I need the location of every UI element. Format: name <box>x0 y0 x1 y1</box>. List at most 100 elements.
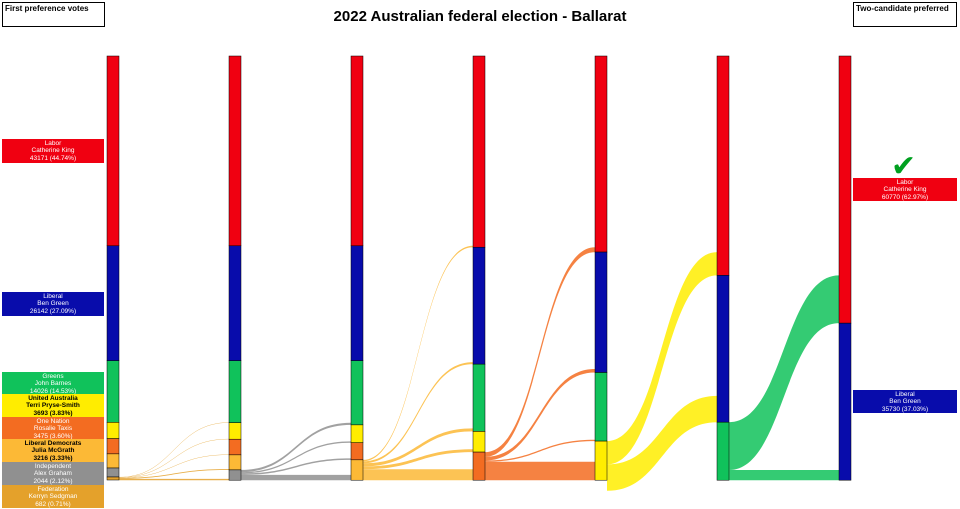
candidate-name: Alex Graham <box>34 470 72 478</box>
vote-count: 3475 (3.60%) <box>33 432 73 439</box>
check-icon: ✔ <box>891 149 917 184</box>
vote-count: 60770 (62.97%) <box>881 193 929 201</box>
stage-bar-segment <box>594 55 608 253</box>
stage-bar-segment <box>350 245 364 361</box>
candidate-name: Ben Green <box>889 398 921 406</box>
stage-bar-segment <box>838 55 852 324</box>
party-name: Greens <box>42 373 64 380</box>
flow-band <box>241 458 351 475</box>
flow-band <box>729 469 839 481</box>
party-name: One Nation <box>36 418 70 425</box>
first-preference-label: Liberal Democrats Julia McGrath 3216 (3.33… <box>2 439 104 462</box>
stage-bar-segment <box>350 360 364 426</box>
party-name: Liberal Democrats <box>24 440 82 447</box>
flow-band <box>607 252 717 465</box>
party-name: Labor <box>44 140 62 147</box>
stage-bar-segment <box>594 440 608 481</box>
candidate-name: Rosalie Taxis <box>33 425 73 433</box>
stage-bar-segment <box>228 438 242 456</box>
flow-band <box>485 247 595 457</box>
party-name: Federation <box>37 486 69 493</box>
first-preference-label: Liberal Ben Green 26142 (27.09%) <box>2 292 104 316</box>
stage-bar-segment <box>106 360 120 423</box>
stage-bar-segment <box>106 438 120 455</box>
vote-count: 2044 (2.12%) <box>33 477 73 485</box>
flow-band <box>363 428 473 467</box>
stage-bar-segment <box>472 246 486 365</box>
candidate-name: Catherine King <box>883 186 927 194</box>
stage-bar-segment <box>106 476 120 481</box>
flow-band <box>363 245 473 462</box>
stage-bar-segment <box>228 469 242 481</box>
vote-count: 3693 (3.83%) <box>33 409 73 417</box>
first-preference-label: Labor Catherine King 43171 (44.74%) <box>2 139 104 163</box>
stage-bar-segment <box>350 442 364 461</box>
vote-count: 26142 (27.09%) <box>29 307 77 315</box>
flow-band <box>363 449 473 470</box>
stage-bar-segment <box>106 467 120 478</box>
chart-title: 2022 Australian federal election - Balla… <box>333 8 627 25</box>
stage-bar-segment <box>716 421 730 481</box>
vote-count: 35730 (37.03%) <box>881 405 929 413</box>
stage-bar-segment <box>106 55 120 247</box>
first-preference-label: One Nation Rosalie Taxis 3475 (3.60%) <box>2 417 104 439</box>
vote-count: 14026 (14.53%) <box>29 387 77 394</box>
stage-bar-segment <box>350 55 364 247</box>
flow-band <box>241 474 351 481</box>
vote-count: 43171 (44.74%) <box>29 154 77 162</box>
flow-band <box>119 478 229 481</box>
flow-band <box>119 469 229 479</box>
candidate-name: Julia McGrath <box>31 447 75 455</box>
first-preference-label: Greens John Barnes 14026 (14.53%) <box>2 372 104 394</box>
stage-bar-segment <box>716 275 730 423</box>
candidate-name: Terri Pryse-Smith <box>26 402 80 410</box>
first-preference-label: Independent Alex Graham 2044 (2.12%) <box>2 462 104 485</box>
candidate-name: Catherine King <box>31 147 75 155</box>
flow-band <box>607 395 717 491</box>
flow-band <box>241 441 351 474</box>
candidate-name: Kerryn Sedgman <box>28 493 78 501</box>
flow-band <box>119 438 229 478</box>
flow-band <box>119 422 229 478</box>
two-candidate-label: Labor Catherine King 60770 (62.97%) <box>853 178 957 201</box>
party-name: Liberal <box>43 293 63 300</box>
party-name: United Australia <box>28 395 78 402</box>
flow-band <box>485 369 595 461</box>
first-preference-header: First preference votes <box>2 2 105 27</box>
party-name: Labor <box>896 179 914 186</box>
two-candidate-preferred-header: Two-candidate preferred <box>853 2 957 27</box>
vote-count: 3216 (3.33%) <box>33 454 73 462</box>
stage-bar-segment <box>106 245 120 361</box>
flow-band <box>363 469 473 481</box>
stage-bar-segment <box>106 453 120 469</box>
flow-band <box>485 461 595 481</box>
flow-band <box>241 422 351 473</box>
stage-bar-segment <box>472 431 486 453</box>
stage-bar-segment <box>106 422 120 439</box>
stage-bar-segment <box>472 451 486 481</box>
flow-band <box>729 275 839 470</box>
candidate-name: Ben Green <box>37 300 69 308</box>
stage-bar-segment <box>228 55 242 247</box>
flow-band <box>363 362 473 464</box>
flow-band <box>485 439 595 462</box>
candidate-name: John Barnes <box>34 380 72 388</box>
stage-bar-segment <box>350 424 364 443</box>
vote-count: 682 (0.71%) <box>35 500 71 508</box>
stage-bar-segment <box>228 360 242 423</box>
first-preference-label: United Australia Terri Pryse-Smith 3693 (3… <box>2 394 104 417</box>
stage-bar-segment <box>350 459 364 481</box>
party-name: Liberal <box>895 391 915 398</box>
first-preference-label: Federation Kerryn Sedgman 682 (0.71%) <box>2 485 104 508</box>
stage-bar-segment <box>838 322 852 481</box>
stage-bar-segment <box>594 372 608 442</box>
stage-bar-segment <box>228 422 242 440</box>
flow-band <box>119 454 229 478</box>
two-candidate-label: Liberal Ben Green 35730 (37.03%) <box>853 390 957 413</box>
stage-bar-segment <box>716 55 730 276</box>
party-name: Independent <box>34 463 72 470</box>
stage-bar-segment <box>594 251 608 373</box>
stage-bar-segment <box>228 454 242 471</box>
stage-bar-segment <box>228 245 242 361</box>
